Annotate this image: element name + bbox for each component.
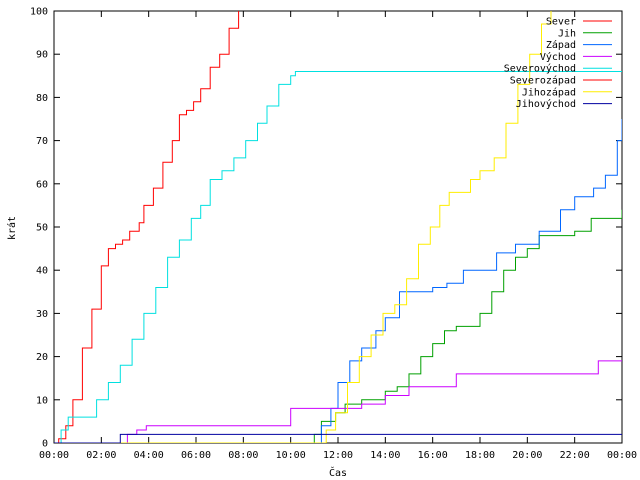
legend-label: Východ xyxy=(540,51,576,63)
series-line-3 xyxy=(54,360,622,443)
x-axis-label: Čas xyxy=(329,466,347,479)
y-tick-label: 50 xyxy=(36,223,48,234)
legend-label: Jihozápad xyxy=(522,86,576,98)
legend-label: Severozápad xyxy=(510,75,576,87)
y-tick-label: 80 xyxy=(36,93,48,104)
x-tick-label: 00:00 xyxy=(39,450,69,461)
x-axis: 00:00 02:00 04:00 06:00 08:00 10:00 12:00 14:00… xyxy=(39,11,637,461)
legend-label: Jih xyxy=(558,28,576,39)
series-line-6 xyxy=(54,11,552,443)
y-tick-label: 90 xyxy=(36,50,48,61)
series-lines xyxy=(54,11,622,443)
x-tick-label: 20:00 xyxy=(512,450,542,461)
legend: SeverJihZápadVýchodSeverovýchodSeverozáp… xyxy=(504,17,612,110)
y-tick-label: 20 xyxy=(36,352,48,363)
y-axis: 0 10 20 30 40 50 60 70 80 90 100 xyxy=(30,7,622,450)
x-tick-label: 12:00 xyxy=(323,450,353,461)
y-tick-label: 0 xyxy=(42,439,48,450)
series-line-0 xyxy=(54,11,240,443)
y-tick-label: 60 xyxy=(36,179,48,190)
legend-label: Sever xyxy=(546,17,576,28)
x-tick-label: 10:00 xyxy=(276,450,306,461)
x-tick-label: 14:00 xyxy=(370,450,400,461)
y-tick-label: 70 xyxy=(36,136,48,147)
series-line-4 xyxy=(54,71,622,443)
y-tick-label: 10 xyxy=(36,395,48,406)
x-tick-label: 06:00 xyxy=(181,450,211,461)
x-tick-label: 00:00 xyxy=(607,450,637,461)
legend-label: Jihovýchod xyxy=(516,98,576,110)
series-line-2 xyxy=(54,119,622,443)
x-tick-label: 18:00 xyxy=(465,450,495,461)
x-tick-label: 04:00 xyxy=(134,450,164,461)
y-tick-label: 40 xyxy=(36,266,48,277)
y-tick-label: 30 xyxy=(36,309,48,320)
x-tick-label: 08:00 xyxy=(228,450,258,461)
y-tick-label: 100 xyxy=(30,7,48,18)
series-line-7 xyxy=(54,433,622,443)
legend-label: Západ xyxy=(546,39,576,51)
x-tick-label: 02:00 xyxy=(86,450,116,461)
y-axis-label: krát xyxy=(6,216,18,240)
legend-label: Severovýchod xyxy=(504,63,576,75)
x-tick-label: 22:00 xyxy=(560,450,590,461)
x-tick-label: 16:00 xyxy=(418,450,448,461)
